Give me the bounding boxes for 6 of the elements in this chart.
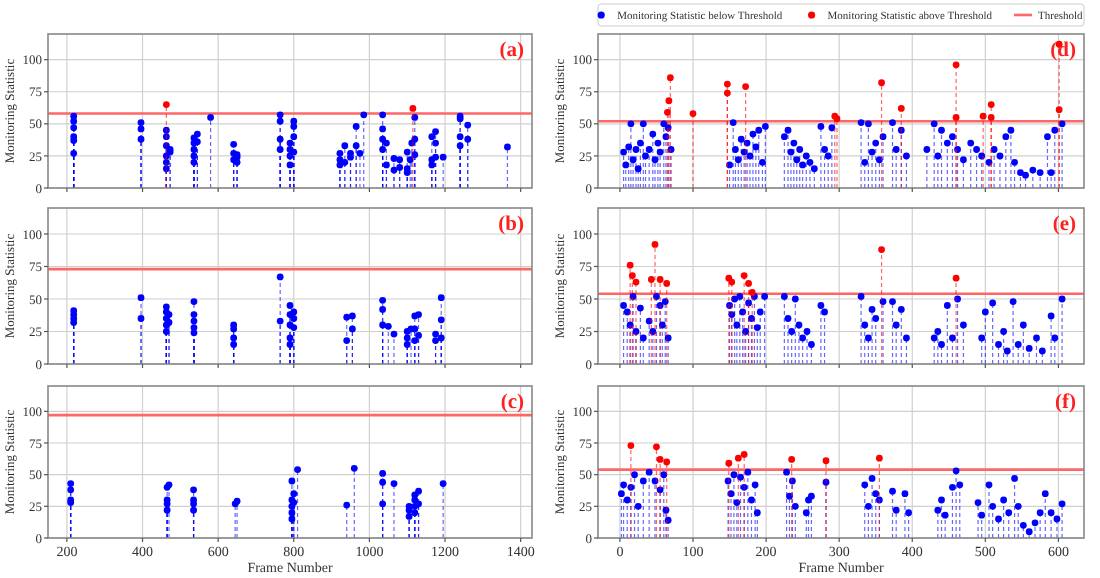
chart-title: (b) bbox=[498, 214, 525, 236]
chart-title: (f) bbox=[1055, 392, 1077, 414]
chart-title: (d) bbox=[1050, 40, 1077, 62]
chart-title: (e) bbox=[1052, 214, 1077, 236]
chart-title: (c) bbox=[500, 392, 525, 414]
chart-title: (a) bbox=[499, 40, 525, 62]
